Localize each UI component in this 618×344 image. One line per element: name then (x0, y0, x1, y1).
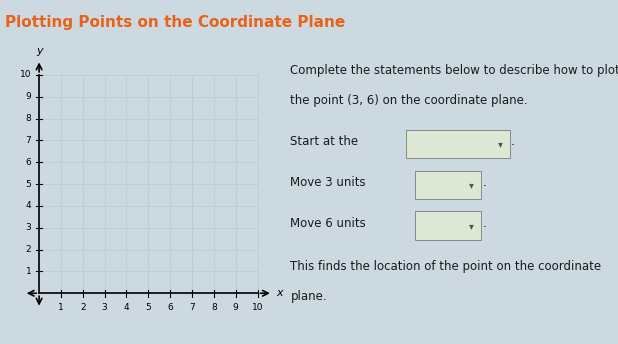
Text: Move 3 units: Move 3 units (290, 176, 366, 189)
Text: y: y (36, 46, 43, 56)
Text: .: . (511, 135, 515, 148)
Text: 2: 2 (26, 245, 32, 254)
Text: 8: 8 (26, 114, 32, 123)
Text: 3: 3 (26, 223, 32, 232)
Text: 10: 10 (20, 70, 32, 79)
Text: 6: 6 (167, 303, 173, 312)
Text: 3: 3 (102, 303, 108, 312)
FancyBboxPatch shape (415, 171, 481, 199)
Text: plane.: plane. (290, 290, 327, 303)
Text: Move 6 units: Move 6 units (290, 217, 366, 230)
Text: 1: 1 (58, 303, 64, 312)
Text: ▾: ▾ (497, 139, 502, 149)
Text: x: x (276, 288, 282, 298)
Text: 4: 4 (124, 303, 129, 312)
Text: Complete the statements below to describe how to plot: Complete the statements below to describ… (290, 64, 618, 77)
Text: 7: 7 (26, 136, 32, 145)
Text: This finds the location of the point on the coordinate: This finds the location of the point on … (290, 260, 601, 273)
FancyBboxPatch shape (405, 130, 509, 158)
Text: Plotting Points on the Coordinate Plane: Plotting Points on the Coordinate Plane (5, 15, 345, 30)
Text: 2: 2 (80, 303, 86, 312)
Text: 8: 8 (211, 303, 217, 312)
Text: the point (3, 6) on the coordinate plane.: the point (3, 6) on the coordinate plane… (290, 94, 528, 107)
Text: 9: 9 (26, 92, 32, 101)
Text: 10: 10 (252, 303, 263, 312)
Text: Start at the: Start at the (290, 135, 358, 148)
Text: 4: 4 (26, 201, 32, 211)
Text: 5: 5 (145, 303, 151, 312)
Text: ▾: ▾ (469, 180, 474, 190)
FancyBboxPatch shape (415, 212, 481, 240)
Text: .: . (483, 217, 486, 230)
Text: .: . (483, 176, 486, 189)
Text: ▾: ▾ (469, 221, 474, 230)
Text: 7: 7 (189, 303, 195, 312)
Text: 1: 1 (26, 267, 32, 276)
Text: 9: 9 (233, 303, 239, 312)
Text: 6: 6 (26, 158, 32, 167)
Text: 5: 5 (26, 180, 32, 189)
